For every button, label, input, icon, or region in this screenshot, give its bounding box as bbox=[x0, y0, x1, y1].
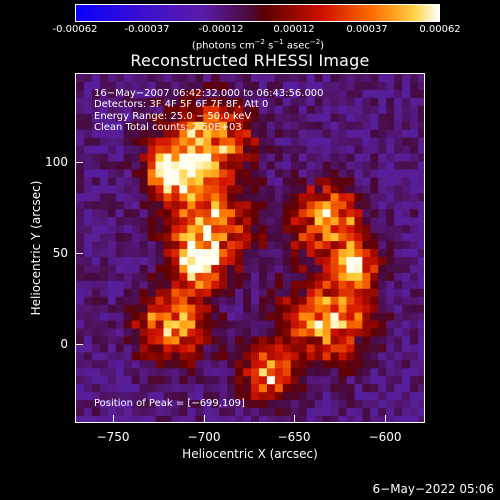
y-axis-label: Heliocentric Y (arcsec) bbox=[29, 180, 43, 316]
colorbar-tick: 0.00062 bbox=[419, 24, 461, 35]
y-tick-label: 50 bbox=[52, 246, 68, 260]
colorbar-units: (photons cm−2 s−1 asec−2) bbox=[191, 38, 325, 52]
y-tick-mark bbox=[75, 344, 83, 345]
info-detectors: Detectors: 3F 4F 5F 6F 7F 8F, Att 0 bbox=[94, 99, 269, 110]
y-tick-label: 100 bbox=[45, 155, 68, 169]
y-tick-label: 0 bbox=[60, 337, 68, 351]
x-tick-label: −750 bbox=[96, 430, 130, 444]
colorbar-tick: -0.00037 bbox=[124, 24, 170, 35]
colorbar-tick: 0.00012 bbox=[273, 24, 315, 35]
footer-date: 6−May−2022 05:06 bbox=[372, 482, 495, 496]
rhessi-image bbox=[75, 73, 425, 423]
colorbar-tick: -0.00012 bbox=[198, 24, 244, 35]
colorbar bbox=[75, 4, 440, 22]
info-counts: Clean Total counts: 2.50E+03 bbox=[94, 122, 242, 133]
heatmap bbox=[76, 74, 424, 422]
info-energy-range: Energy Range: 25.0 − 50.0 keV bbox=[94, 111, 252, 122]
y-tick-mark bbox=[75, 253, 83, 254]
x-tick-label: −650 bbox=[277, 430, 311, 444]
x-axis-label: Heliocentric X (arcsec) bbox=[182, 447, 318, 461]
info-time-range: 16−May−2007 06:42:32.000 to 06:43:56.000 bbox=[94, 88, 324, 99]
x-tick-label: −700 bbox=[187, 430, 221, 444]
image-title: Reconstructed RHESSI Image bbox=[130, 51, 370, 70]
x-tick-mark bbox=[294, 415, 295, 423]
peak-position: Position of Peak = [−699,109] bbox=[94, 398, 245, 409]
x-tick-mark bbox=[204, 415, 205, 423]
y-tick-mark bbox=[75, 162, 83, 163]
x-tick-mark bbox=[385, 415, 386, 423]
colorbar-gradient bbox=[76, 5, 439, 21]
x-tick-label: −600 bbox=[368, 430, 402, 444]
colorbar-tick: -0.00062 bbox=[52, 24, 98, 35]
colorbar-tick: 0.00037 bbox=[346, 24, 388, 35]
x-tick-mark bbox=[113, 415, 114, 423]
